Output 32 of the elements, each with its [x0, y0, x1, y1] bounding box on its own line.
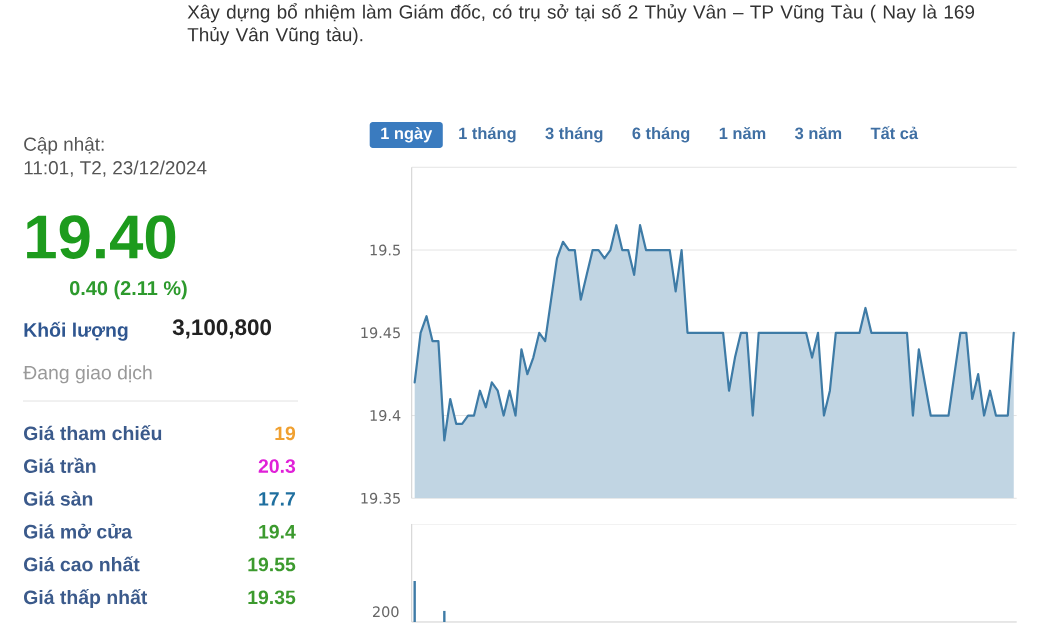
y-tick-label: 19.45 [361, 327, 400, 339]
text: 200 [373, 606, 399, 618]
y-tick-label: 19.5 [370, 244, 400, 256]
category-label: Giá thấp nhất [24, 589, 148, 609]
text: Tất cả [870, 126, 919, 140]
y-tick-label: 19.35 [361, 492, 400, 504]
text: 19.40 [27, 215, 176, 259]
category-label: Giá cao nhất [24, 556, 140, 572]
text: 3 năm [795, 126, 842, 140]
text: 3 tháng [545, 126, 603, 143]
text: Cập nhật: [24, 136, 104, 155]
data-label: 19 [275, 426, 296, 441]
text: Khối lượng [24, 321, 128, 341]
y-tick-label: 19.4 [370, 410, 401, 421]
text: 6 tháng [632, 126, 690, 143]
text: Đang giao dịch [23, 365, 152, 384]
category-label: Giá tham chiếu [24, 425, 162, 441]
data-label: 17.7 [259, 492, 295, 506]
text: 1 tháng [459, 126, 516, 143]
text: 3,100,800 [172, 319, 271, 339]
text: 0.40 (2.11 %) [69, 280, 187, 300]
text: 1 ngày [381, 126, 433, 143]
category-label: Giá mở cửa [24, 523, 133, 539]
data-label: 19.35 [248, 590, 296, 605]
text: 11:01, T2, 23/12/2024 [24, 160, 207, 177]
data-label: 20.3 [258, 459, 296, 473]
category-label: Giá sàn [24, 491, 93, 506]
text: Xây dựng bổ nhiệm làm Giám đốc, có trụ sở tại số 2 Thủy Vân – TP Vũng Tàu ( Nay là 169 Thủy Vân Vũng tàu). [187, 3, 975, 46]
data-label: 19.55 [248, 557, 296, 572]
category-label: Giá trần [24, 457, 96, 473]
text: 1 năm [719, 126, 766, 140]
data-label: 19.4 [259, 524, 296, 539]
